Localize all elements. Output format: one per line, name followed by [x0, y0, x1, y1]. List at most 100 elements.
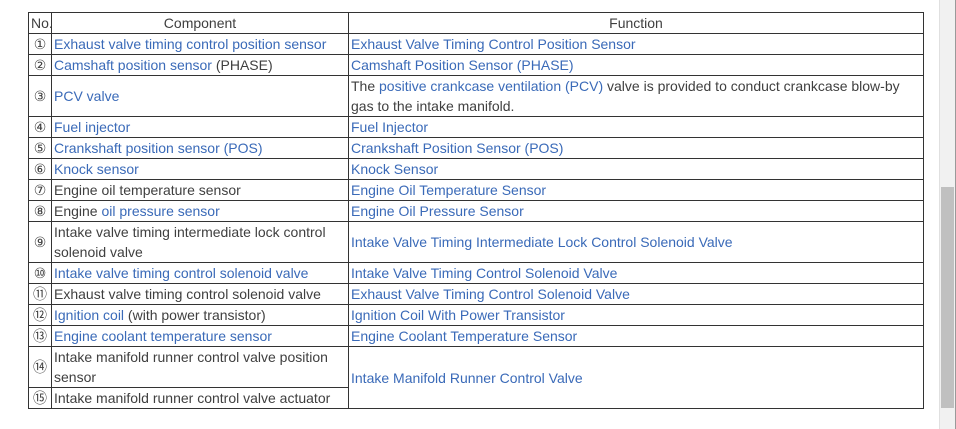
link-text[interactable]: Exhaust Valve Timing Control Position Se… — [351, 36, 636, 52]
plain-text: Intake manifold runner control valve pos… — [54, 349, 328, 385]
row-number-cell: ⑤ — [28, 137, 52, 159]
link-text[interactable]: Exhaust valve timing control position se… — [54, 36, 327, 52]
link-text[interactable]: Fuel injector — [54, 119, 131, 135]
plain-text: (PHASE) — [211, 57, 273, 73]
component-cell: Fuel injector — [51, 116, 349, 138]
link-text[interactable]: Ignition Coil With Power Transistor — [351, 307, 565, 323]
link-text[interactable]: Camshaft Position Sensor (PHASE) — [351, 57, 574, 73]
row-number-cell: ⑥ — [28, 158, 52, 180]
plain-text: Engine oil temperature sensor — [54, 182, 241, 198]
link-text[interactable]: Knock Sensor — [351, 161, 439, 177]
plain-text: Intake valve timing intermediate lock co… — [54, 224, 326, 260]
table-row: ⑥ Knock sensor Knock Sensor — [28, 158, 924, 180]
table-row: ⑬ Engine coolant temperature sensor Engine… — [28, 325, 924, 347]
component-cell: Intake manifold runner control valve pos… — [51, 346, 349, 388]
link-text[interactable]: Intake Valve Timing Intermediate Lock Co… — [351, 234, 733, 250]
link-text[interactable]: oil pressure sensor — [101, 203, 220, 219]
table-row: ④ Fuel injector Fuel Injector — [28, 116, 924, 138]
row-number-badge: ③ — [33, 88, 47, 104]
table-body: ① Exhaust valve timing control position s… — [28, 33, 924, 409]
row-number-badge: ⑦ — [33, 182, 47, 198]
link-text[interactable]: Intake Valve Timing Control Solenoid Val… — [351, 265, 618, 281]
row-number-cell: ⑫ — [28, 304, 52, 326]
table-row: ③ PCV valve The positive crankcase ventila… — [28, 75, 924, 117]
table-row: ⑦ Engine oil temperature sensor Engine Oil… — [28, 179, 924, 201]
row-number-badge: ⑫ — [33, 307, 47, 323]
scrollbar-thumb[interactable] — [941, 187, 954, 408]
plain-text: valve is provided to conduct crankcase b… — [351, 78, 900, 114]
component-cell: Camshaft position sensor (PHASE) — [51, 54, 349, 76]
table-row: ⑤ Crankshaft position sensor (POS) Cranksh… — [28, 137, 924, 159]
link-text[interactable]: Crankshaft Position Sensor (POS) — [351, 140, 564, 156]
link-text[interactable]: Intake Manifold Runner Control Valve — [351, 369, 583, 386]
row-number-badge: ⑥ — [33, 161, 47, 177]
link-text[interactable]: Engine Coolant Temperature Sensor — [351, 328, 578, 344]
link-text[interactable]: Intake valve timing control solenoid val… — [54, 265, 309, 281]
column-header-component: Component — [51, 12, 349, 34]
link-text[interactable]: Engine Oil Pressure Sensor — [351, 203, 524, 219]
row-number-cell: ⑪ — [28, 283, 52, 305]
component-cell: PCV valve — [51, 75, 349, 117]
link-text[interactable]: Exhaust Valve Timing Control Solenoid Va… — [351, 286, 630, 302]
row-number-badge: ⑧ — [33, 203, 47, 219]
table-row: ⑭ Intake manifold runner control valve po… — [28, 346, 924, 409]
function-cell: Ignition Coil With Power Transistor — [348, 304, 924, 326]
row-number-cell: ② — [28, 54, 52, 76]
link-text[interactable]: PCV valve — [54, 88, 120, 104]
function-cell: Fuel Injector — [348, 116, 924, 138]
row-number-cell: ① — [28, 33, 52, 55]
function-cell: Intake Valve Timing Control Solenoid Val… — [348, 262, 924, 284]
row-number-badge: ⑬ — [33, 328, 47, 344]
column-header-no: No. — [28, 12, 52, 34]
vertical-scrollbar[interactable] — [939, 0, 956, 429]
function-cell: Intake Valve Timing Intermediate Lock Co… — [348, 221, 924, 263]
function-cell: Engine Oil Temperature Sensor — [348, 179, 924, 201]
component-cell: Exhaust valve timing control position se… — [51, 33, 349, 55]
link-text[interactable]: Crankshaft position sensor (POS) — [54, 140, 263, 156]
plain-text: Intake manifold runner control valve act… — [54, 390, 331, 406]
row-number-badge: ④ — [33, 119, 47, 135]
plain-text: (with power transistor) — [124, 307, 266, 323]
link-text[interactable]: Camshaft position sensor — [54, 57, 212, 73]
function-cell: Crankshaft Position Sensor (POS) — [348, 137, 924, 159]
component-cell: Intake valve timing intermediate lock co… — [51, 221, 349, 263]
row-number-badge: ⑭ — [33, 359, 47, 375]
component-function-table: No. Component Function ① Exhaust valve ti… — [28, 12, 924, 409]
table-row: ⑪ Exhaust valve timing control solenoid v… — [28, 283, 924, 305]
table-row: ① Exhaust valve timing control position s… — [28, 33, 924, 55]
link-text[interactable]: Fuel Injector — [351, 119, 429, 135]
link-text[interactable]: positive crankcase ventilation (PCV) — [379, 78, 604, 94]
row-number-cell: ⑭ — [28, 346, 52, 388]
table-row: ⑮ Intake manifold runner control valve ac… — [28, 387, 924, 409]
table-row: ⑩ Intake valve timing control solenoid va… — [28, 262, 924, 284]
function-cell: Exhaust Valve Timing Control Solenoid Va… — [348, 283, 924, 305]
link-text[interactable]: Ignition coil — [54, 307, 125, 323]
function-cell: Engine Oil Pressure Sensor — [348, 200, 924, 222]
component-cell: Engine oil pressure sensor — [51, 200, 349, 222]
component-cell: Crankshaft position sensor (POS) — [51, 137, 349, 159]
row-number-cell: ④ — [28, 116, 52, 138]
function-cell: Exhaust Valve Timing Control Position Se… — [348, 33, 924, 55]
component-cell: Exhaust valve timing control solenoid va… — [51, 283, 349, 305]
row-number-badge: ⑤ — [33, 140, 47, 156]
row-number-badge: ⑨ — [33, 234, 47, 250]
component-cell: Intake manifold runner control valve act… — [51, 387, 349, 409]
table-row: ② Camshaft position sensor (PHASE) Camshaf… — [28, 54, 924, 76]
plain-text: The — [351, 78, 380, 94]
row-number-badge: ⑪ — [33, 286, 47, 302]
table-row: ⑨ Intake valve timing intermediate lock c… — [28, 221, 924, 263]
link-text[interactable]: Engine coolant temperature sensor — [54, 328, 272, 344]
component-cell: Intake valve timing control solenoid val… — [51, 262, 349, 284]
link-text[interactable]: Engine Oil Temperature Sensor — [351, 182, 547, 198]
row-number-cell: ⑩ — [28, 262, 52, 284]
row-number-badge: ① — [33, 36, 47, 52]
column-header-function: Function — [348, 12, 924, 34]
link-text[interactable]: Knock sensor — [54, 161, 139, 177]
table-row: ⑧ Engine oil pressure sensor Engine Oil Pr… — [28, 200, 924, 222]
row-number-badge: ② — [33, 57, 47, 73]
row-number-cell: ⑧ — [28, 200, 52, 222]
component-cell: Engine coolant temperature sensor — [51, 325, 349, 347]
plain-text: Exhaust valve timing control solenoid va… — [54, 286, 321, 302]
header-row: No. Component Function — [28, 12, 924, 34]
